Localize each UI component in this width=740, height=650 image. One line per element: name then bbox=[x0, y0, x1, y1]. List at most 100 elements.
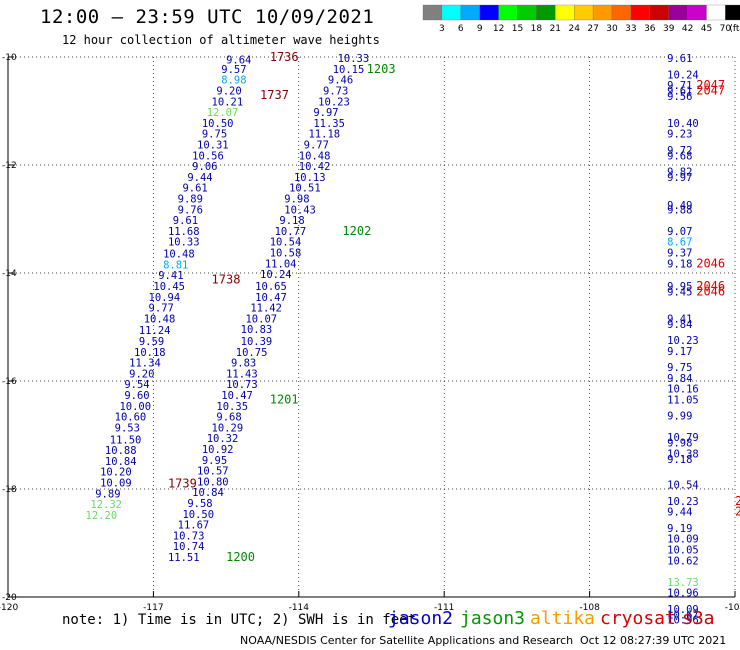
wave-height-value: 9.23 bbox=[667, 129, 692, 141]
wave-height-value: 13.73 bbox=[667, 577, 699, 589]
wave-height-value: 10.84 bbox=[192, 487, 224, 499]
wave-height-value: 11.43 bbox=[226, 368, 258, 380]
wave-height-value: 9.97 bbox=[313, 107, 338, 119]
pass-time-label: 2047 bbox=[696, 78, 725, 92]
chart-subtitle: 12 hour collection of altimeter wave hei… bbox=[62, 33, 380, 47]
wave-height-value: 10.42 bbox=[299, 161, 331, 173]
wave-height-value: 9.68 bbox=[667, 150, 692, 162]
pass-time-label: 1200 bbox=[226, 550, 255, 564]
wave-height-value: 9.95 bbox=[667, 281, 692, 293]
x-tick-label: -117 bbox=[143, 603, 163, 613]
wave-height-value: 10.50 bbox=[182, 509, 214, 521]
chart-title: 12:00 – 23:59 UTC 10/09/2021 bbox=[40, 6, 375, 28]
colorbar-tick-label: 24 bbox=[568, 24, 580, 34]
wave-height-value: 10.80 bbox=[197, 476, 229, 488]
colorbar-swatch bbox=[555, 4, 575, 21]
wave-height-value: 9.53 bbox=[115, 422, 140, 434]
x-tick-label: -120 bbox=[0, 603, 18, 613]
x-tick-label: -111 bbox=[434, 603, 454, 613]
wave-height-value: 12.07 bbox=[207, 107, 239, 119]
wave-height-value: 9.54 bbox=[124, 379, 149, 391]
footer-credit: NOAA/NESDIS Center for Satellite Applica… bbox=[240, 634, 574, 647]
colorbar-tick-label: 6 bbox=[458, 24, 464, 34]
wave-height-value: 9.57 bbox=[221, 64, 246, 76]
colorbar-swatch bbox=[706, 4, 726, 21]
pass-time-label: 1736 bbox=[270, 50, 299, 64]
wave-height-value: 10.05 bbox=[667, 544, 699, 556]
wave-height-value: 9.82 bbox=[667, 166, 692, 178]
colorbar-swatch bbox=[630, 4, 650, 21]
wave-height-value: 9.18 bbox=[279, 215, 304, 227]
colorbar-tick-label: 70 bbox=[720, 24, 732, 34]
wave-height-value: 9.88 bbox=[667, 204, 692, 216]
wave-height-value: 9.89 bbox=[178, 193, 203, 205]
wave-height-value: 9.68 bbox=[216, 412, 241, 424]
wave-height-value: 9.73 bbox=[323, 85, 348, 97]
wave-height-value: 10.13 bbox=[294, 172, 326, 184]
colorbar-swatch bbox=[725, 4, 740, 21]
wave-height-value: 10.09 bbox=[667, 534, 699, 546]
note-text: note: 1) Time is in UTC; 2) SWH is in fe… bbox=[62, 612, 417, 628]
wave-height-value: 9.49 bbox=[667, 200, 692, 212]
wave-height-value: 10.88 bbox=[105, 445, 137, 457]
colorbar-swatch bbox=[649, 4, 669, 21]
colorbar-swatch bbox=[498, 4, 518, 21]
wave-height-value: 9.75 bbox=[667, 362, 692, 374]
plot-axes: -10 -12 -14 -16 -18 -20-120 -117 -114 -111 -108 -1… bbox=[0, 53, 740, 613]
wave-height-value: 10.33 bbox=[338, 53, 370, 65]
wave-height-value: 11.04 bbox=[265, 258, 297, 270]
wave-height-value: 10.75 bbox=[236, 347, 268, 359]
wave-height-value: 9.56 bbox=[667, 91, 692, 103]
wave-height-values: 9.649.578.989.2010.2112.0710.509.7510.31… bbox=[86, 53, 699, 627]
wave-height-value: 9.83 bbox=[231, 358, 256, 370]
wave-height-value: 9.84 bbox=[667, 319, 692, 331]
wave-height-value: 10.84 bbox=[105, 456, 137, 468]
legend-jason2: jason2 bbox=[388, 608, 454, 629]
wave-height-value: 9.18 bbox=[667, 258, 692, 270]
wave-height-value: 10.60 bbox=[115, 412, 147, 424]
wave-height-value: 8.81 bbox=[163, 259, 188, 271]
wave-height-value: 10.62 bbox=[667, 555, 699, 567]
wave-height-value: 10.16 bbox=[667, 384, 699, 396]
wave-height-value: 10.54 bbox=[270, 237, 302, 249]
colorbar-tick-label: 15 bbox=[512, 24, 523, 34]
pass-time-label: 1202 bbox=[342, 224, 371, 238]
wave-height-value: 9.61 bbox=[667, 53, 692, 65]
wave-height-value: 9.77 bbox=[304, 139, 329, 151]
wave-height-value: 9.99 bbox=[667, 411, 692, 423]
wave-height-value: 10.54 bbox=[667, 480, 699, 492]
wave-height-value: 9.97 bbox=[667, 172, 692, 184]
wave-height-value: 9.71 bbox=[667, 80, 692, 92]
legend-s3a: s3a bbox=[682, 608, 715, 629]
wave-height-value: 10.79 bbox=[667, 432, 699, 444]
pass-time-labels: 1736 1737 1738 1739 1203 1202 1201 1200 20472047… bbox=[168, 50, 740, 564]
colorbar-swatch bbox=[517, 4, 537, 21]
pass-time-label: 2046 bbox=[696, 279, 725, 293]
wave-height-value: 9.44 bbox=[187, 172, 212, 184]
wave-height-value: 10.09 bbox=[100, 478, 132, 490]
y-tick-label: -12 bbox=[2, 161, 17, 171]
wave-height-value: 10.48 bbox=[299, 150, 331, 162]
wave-height-value: 10.23 bbox=[667, 335, 699, 347]
wave-height-value: 9.77 bbox=[149, 303, 174, 315]
wave-height-value: 10.24 bbox=[667, 69, 699, 81]
wave-height-value: 9.61 bbox=[173, 215, 198, 227]
wave-height-value: 11.35 bbox=[313, 118, 345, 130]
wave-height-value: 9.75 bbox=[202, 129, 227, 141]
colorbar-swatch bbox=[574, 4, 594, 21]
wave-height-value: 10.83 bbox=[241, 324, 273, 336]
pass-time-label: 1737 bbox=[260, 88, 289, 102]
colorbar-swatch bbox=[668, 4, 688, 21]
wave-height-value: 10.23 bbox=[667, 496, 699, 508]
wave-height-value: 9.60 bbox=[124, 390, 149, 402]
wave-height-value: 10.07 bbox=[245, 313, 277, 325]
colorbar-swatch bbox=[687, 4, 707, 21]
wave-height-value: 9.18 bbox=[667, 454, 692, 466]
wave-height-value: 10.39 bbox=[241, 336, 273, 348]
wave-height-value: 9.41 bbox=[158, 270, 183, 282]
wave-height-value: 11.05 bbox=[667, 394, 699, 406]
wave-height-value: 12.32 bbox=[90, 499, 122, 511]
colorbar-tick-label: 12 bbox=[493, 24, 504, 34]
